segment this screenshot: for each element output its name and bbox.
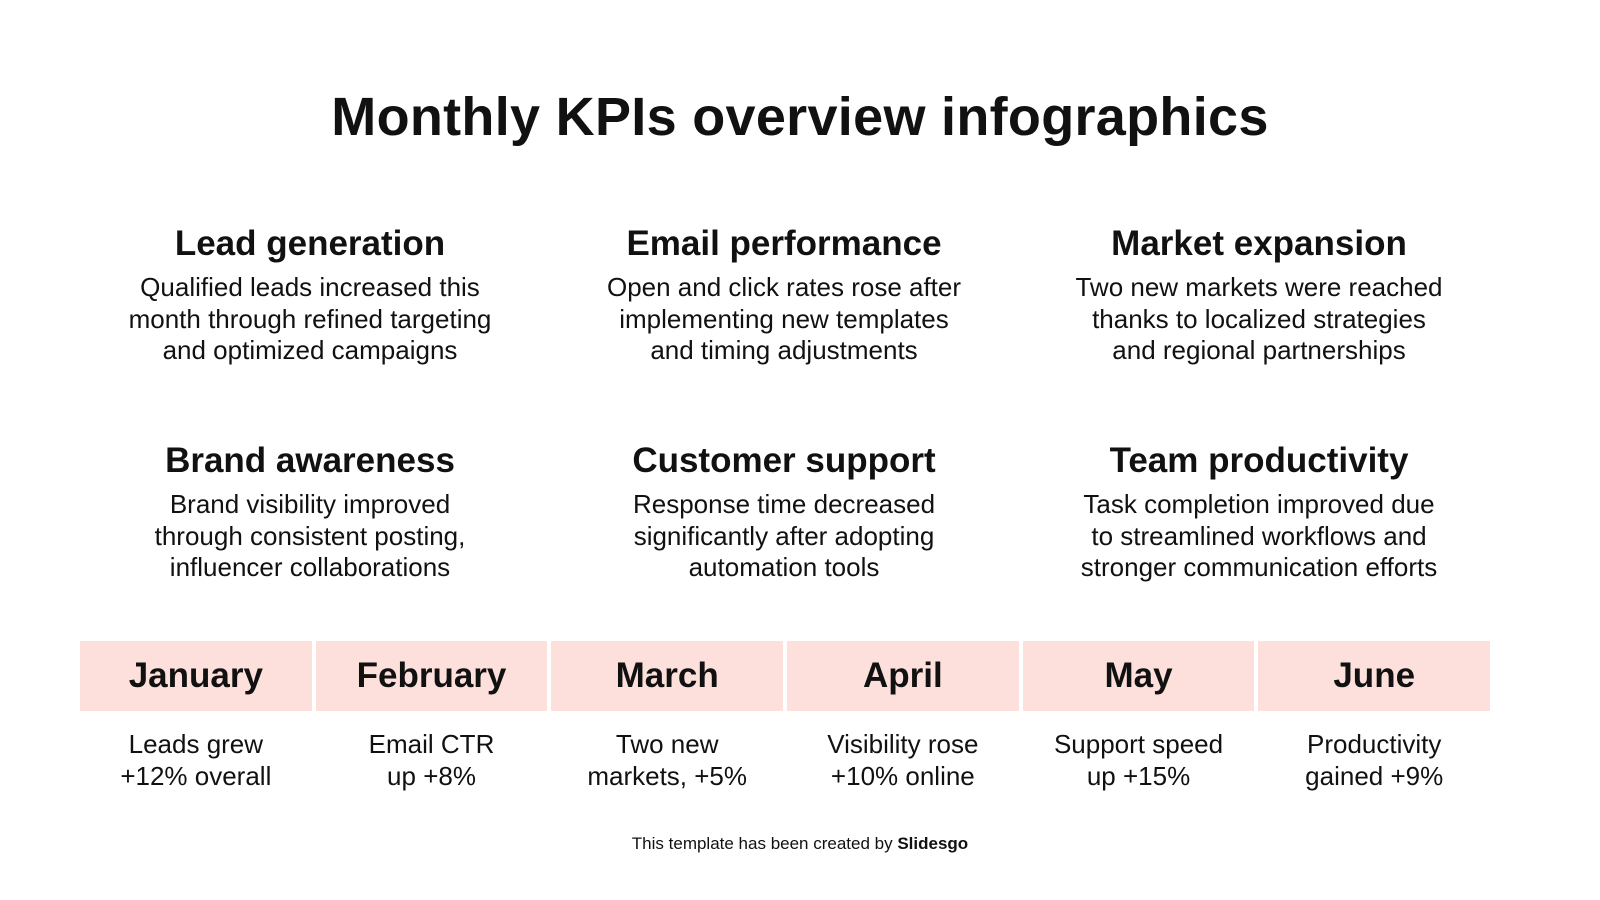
kpi-description-line: significantly after adopting — [633, 520, 935, 551]
kpi-block: Team productivity Task completion improve… — [1019, 439, 1499, 584]
kpi-description: Qualified leads increased this month thro… — [70, 272, 550, 367]
kpi-description-line: stronger communication efforts — [1080, 552, 1438, 582]
month-header: June — [1258, 641, 1491, 711]
kpi-heading: Brand awareness — [165, 441, 455, 480]
kpi-block: Customer support Response time decreased s… — [544, 439, 1024, 584]
kpi-heading: Email performance — [626, 224, 942, 263]
month-summary-line: markets, +5% — [587, 760, 748, 791]
month-header: May — [1022, 641, 1255, 711]
kpi-description-line: automation tools — [688, 552, 880, 582]
month-summary: Support speed up +15% — [1023, 729, 1255, 792]
month-summary-line: +10% online — [830, 760, 975, 791]
month-summary: Productivity gained +9% — [1258, 729, 1490, 792]
month-header: January — [80, 641, 312, 711]
month-summary-line: up +15% — [1086, 760, 1191, 791]
month-column: February Email CTR up +8% — [315, 641, 548, 792]
month-summary-line: +12% overall — [120, 760, 272, 791]
month-column: May Support speed up +15% — [1022, 641, 1255, 792]
kpi-block: Email performance Open and click rates ro… — [544, 222, 1024, 367]
month-column: January Leads grew +12% overall — [80, 641, 312, 792]
month-column: March Two new markets, +5% — [551, 641, 784, 792]
month-header: March — [551, 641, 784, 711]
kpi-description-line: month through refined targeting — [128, 303, 492, 334]
kpi-description: Two new markets were reached thanks to lo… — [1019, 272, 1499, 367]
footer-credit: This template has been created by Slides… — [0, 834, 1600, 854]
kpi-description: Brand visibility improved through consist… — [70, 489, 550, 584]
kpi-description-line: Two new markets were reached — [1075, 272, 1443, 302]
month-summary-line: Visibility rose — [827, 729, 979, 759]
month-timeline: January Leads grew +12% overall February Ema… — [80, 641, 1491, 792]
kpi-description-line: and timing adjustments — [650, 335, 918, 365]
kpi-description: Open and click rates rose after implement… — [544, 272, 1024, 367]
month-summary-line: gained +9% — [1305, 760, 1444, 791]
kpi-description-line: Task completion improved due — [1083, 489, 1435, 519]
footer-text: This template has been created by — [631, 834, 898, 853]
kpi-description: Response time decreased significantly aft… — [544, 489, 1024, 584]
month-column: April Visibility rose +10% online — [787, 641, 1019, 792]
month-summary-line: Email CTR — [368, 729, 495, 759]
kpi-heading: Lead generation — [174, 224, 446, 263]
kpi-block: Brand awareness Brand visibility improved… — [70, 439, 550, 584]
month-header: February — [315, 641, 548, 711]
kpi-description: Task completion improved due to streamlin… — [1019, 489, 1499, 584]
kpi-heading: Market expansion — [1111, 224, 1407, 263]
kpi-description-line: and optimized campaigns — [162, 335, 458, 365]
kpi-description-line: to streamlined workflows and — [1091, 520, 1427, 551]
kpi-block: Market expansion Two new markets were rea… — [1019, 222, 1499, 367]
kpi-block: Lead generation Qualified leads increased… — [70, 222, 550, 367]
month-summary-line: up +8% — [387, 760, 476, 791]
kpi-heading: Team productivity — [1109, 441, 1409, 480]
month-header: April — [787, 641, 1019, 711]
kpi-description-line: and regional partnerships — [1112, 335, 1406, 365]
month-summary-line: Two new — [615, 729, 719, 759]
kpi-description-line: Response time decreased — [632, 489, 936, 519]
month-summary-line: Productivity — [1307, 729, 1442, 759]
footer-brand: Slidesgo — [897, 834, 969, 853]
month-summary: Email CTR up +8% — [316, 729, 548, 792]
month-summary: Two new markets, +5% — [551, 729, 783, 792]
month-summary: Visibility rose +10% online — [787, 729, 1019, 792]
month-summary: Leads grew +12% overall — [80, 729, 312, 792]
kpi-description-line: implementing new templates — [619, 303, 949, 334]
kpi-heading: Customer support — [632, 441, 936, 480]
month-summary-line: Leads grew — [128, 729, 264, 759]
month-summary-line: Support speed — [1053, 729, 1224, 759]
kpi-description-line: through consistent posting, — [154, 520, 466, 551]
page-title: Monthly KPIs overview infographics — [331, 87, 1269, 147]
kpi-description-line: Qualified leads increased this — [140, 272, 480, 302]
kpi-description-line: influencer collaborations — [169, 552, 451, 582]
month-column: June Productivity gained +9% — [1258, 641, 1491, 792]
kpi-description-line: Brand visibility improved — [169, 489, 451, 519]
kpi-description-line: Open and click rates rose after — [606, 272, 962, 302]
kpi-description-line: thanks to localized strategies — [1092, 303, 1426, 334]
